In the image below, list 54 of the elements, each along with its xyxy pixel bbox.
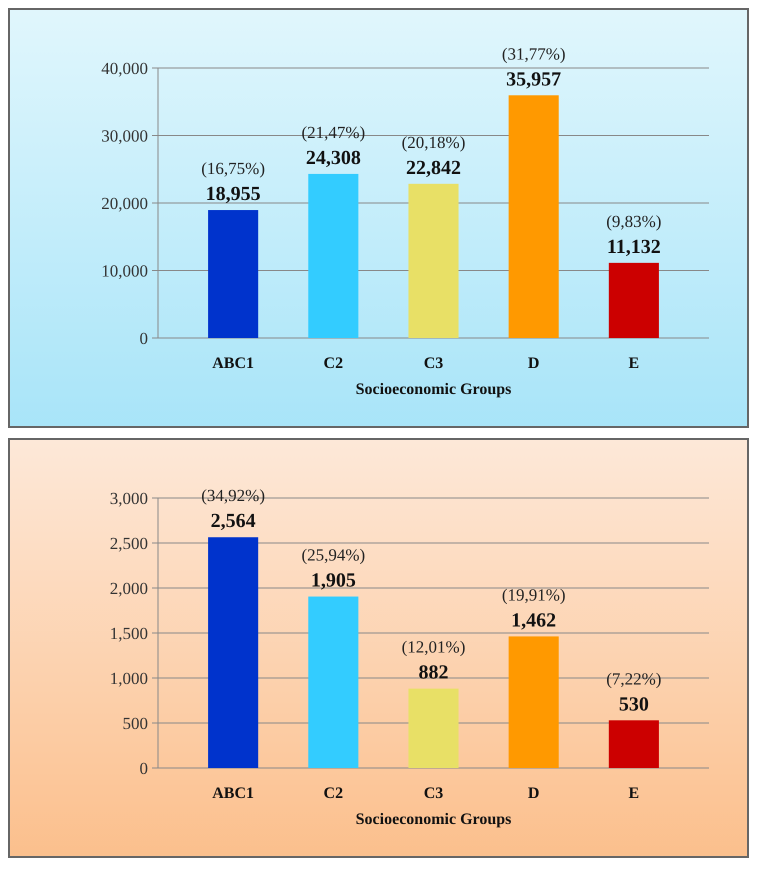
- data-label: 882: [418, 662, 448, 684]
- bar: [308, 174, 358, 338]
- x-tick-label: D: [528, 785, 540, 802]
- y-tick-label: 1,000: [110, 668, 148, 688]
- annotation: (20,18%): [402, 132, 466, 152]
- data-label: 24,308: [306, 146, 361, 169]
- x-tick-label: C3: [424, 785, 444, 802]
- bar: [208, 537, 258, 768]
- x-tick-label: C3: [424, 355, 444, 372]
- data-label: 1,462: [511, 609, 556, 632]
- annotation: (31,77%): [502, 44, 566, 64]
- x-tick-label: D: [528, 355, 540, 372]
- bar: [308, 596, 358, 768]
- x-tick-label: E: [628, 355, 640, 372]
- y-tick-label: 10,000: [101, 261, 148, 280]
- y-tick-label: 0: [140, 758, 148, 778]
- bar: [508, 95, 559, 338]
- data-label: 530: [618, 693, 649, 716]
- y-tick-label: 2,500: [110, 534, 148, 553]
- x-tick-label: E: [628, 785, 640, 802]
- y-tick-label: 3,000: [110, 488, 148, 508]
- bar: [208, 210, 258, 338]
- annotation: (25,94%): [301, 546, 366, 565]
- annotation: (21,47%): [301, 122, 366, 142]
- y-tick-label: 30,000: [101, 126, 148, 146]
- x-axis-title: Socioeconomic Groups: [356, 381, 512, 398]
- annotation: (7,22%): [606, 669, 662, 688]
- x-tick-label: ABC1: [212, 355, 254, 372]
- data-label: 11,132: [606, 236, 661, 258]
- x-tick-label: C2: [324, 785, 344, 802]
- bar: [408, 688, 459, 768]
- x-tick-label: C2: [324, 355, 344, 372]
- y-tick-label: 40,000: [101, 58, 148, 78]
- bar: [508, 636, 559, 768]
- annotation: (19,91%): [502, 585, 566, 604]
- data-label: 22,842: [406, 156, 461, 179]
- x-axis-title: Socioeconomic Groups: [356, 811, 512, 828]
- annotation: (16,75%): [201, 159, 266, 178]
- bar: [608, 262, 659, 338]
- annotation: (9,83%): [606, 212, 662, 231]
- y-tick-label: 2,000: [110, 578, 148, 598]
- annotation: (34,92%): [201, 486, 266, 506]
- data-label: 2,564: [210, 510, 256, 532]
- x-tick-label: ABC1: [212, 785, 254, 802]
- data-label: 35,957: [506, 68, 562, 90]
- y-tick-label: 500: [122, 714, 148, 733]
- y-tick-label: 20,000: [101, 194, 148, 213]
- annotation: (12,01%): [402, 638, 466, 657]
- y-tick-label: 1,500: [110, 624, 148, 643]
- y-tick-label: 0: [140, 328, 148, 348]
- bar: [408, 184, 459, 338]
- data-label: 18,955: [206, 183, 261, 206]
- data-label: 1,905: [310, 570, 356, 592]
- bar: [608, 720, 659, 768]
